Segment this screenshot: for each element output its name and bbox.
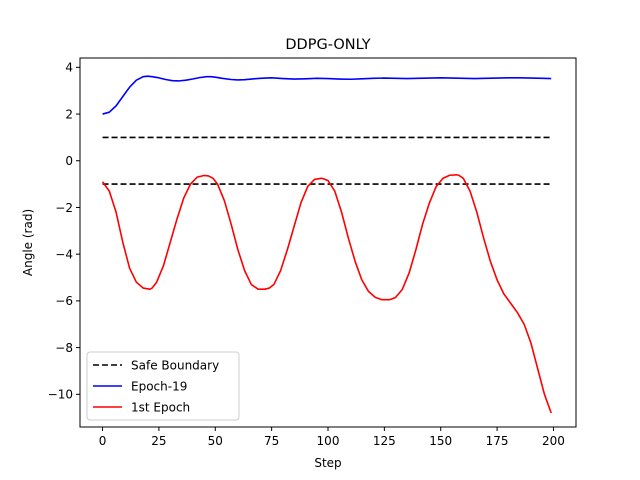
x-tick-label: 150 [429, 434, 452, 448]
legend-box [86, 351, 240, 421]
series-line-1st-epoch [101, 173, 552, 414]
y-tick-label: 4 [65, 61, 73, 75]
x-tick-label: 75 [264, 434, 279, 448]
legend-label-safe-boundary: Safe Boundary [131, 358, 219, 372]
x-tick-label: 175 [486, 434, 509, 448]
y-tick-label: 2 [65, 107, 73, 121]
x-tick-label: 25 [151, 434, 166, 448]
x-tick-label: 125 [373, 434, 396, 448]
legend: Safe Boundary Epoch-19 1st Epoch [86, 351, 240, 421]
y-tick-label: −6 [55, 294, 73, 308]
chart-title: DDPG-ONLY [285, 37, 370, 53]
x-axis: 0 25 50 75 100 125 150 175 200 [99, 427, 565, 448]
y-tick-label: −2 [55, 201, 73, 215]
y-tick-label: −10 [48, 388, 73, 402]
y-tick-label: −4 [55, 247, 73, 261]
y-axis: 4 2 0 −2 −4 −6 −8 −10 [48, 61, 80, 402]
plot-content [101, 75, 552, 414]
legend-label-1st-epoch: 1st Epoch [131, 400, 190, 414]
y-tick-label: −8 [55, 341, 73, 355]
legend-label-epoch-19: Epoch-19 [131, 379, 187, 393]
x-tick-label: 100 [317, 434, 340, 448]
series-line-epoch-19 [102, 75, 552, 115]
y-tick-label: 0 [65, 154, 73, 168]
x-tick-label: 0 [99, 434, 107, 448]
x-tick-label: 50 [208, 434, 223, 448]
x-axis-label: Step [314, 456, 341, 470]
y-axis-label: Angle (rad) [21, 209, 35, 276]
x-tick-label: 200 [542, 434, 565, 448]
